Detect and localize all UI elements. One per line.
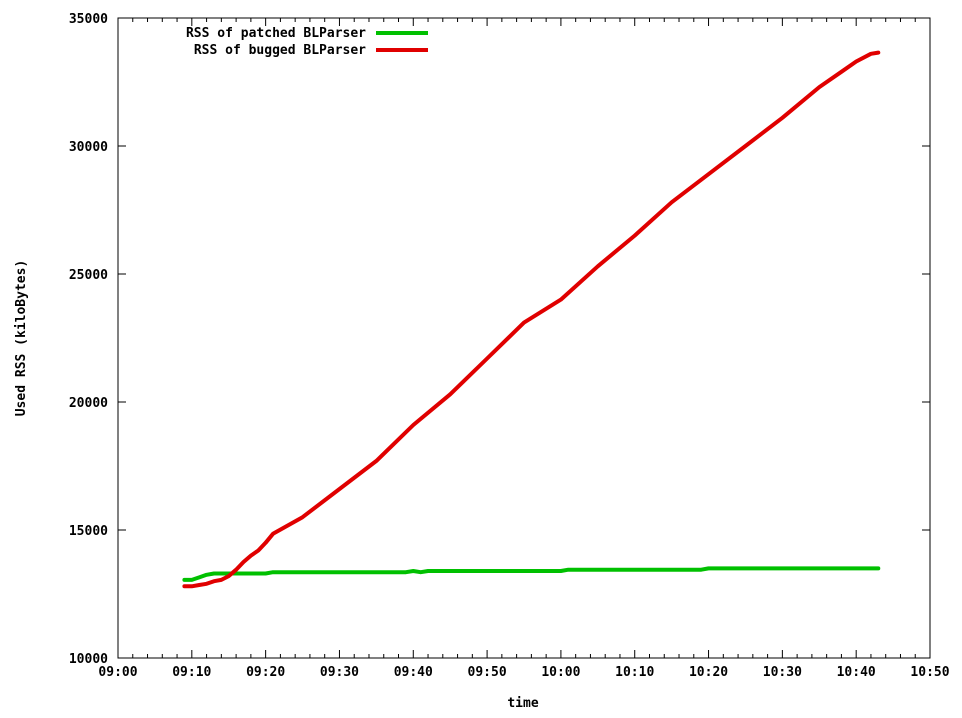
series-line (182, 50, 881, 589)
x-tick-label: 10:10 (615, 665, 654, 680)
y-axis-title: Used RSS (kiloBytes) (14, 260, 29, 417)
x-tick-label: 09:00 (98, 665, 137, 680)
legend: RSS of patched BLParser RSS of bugged BLP… (186, 26, 428, 58)
x-tick-label: 10:50 (910, 665, 949, 680)
x-axis-title: time (507, 696, 538, 711)
y-tick-label: 35000 (69, 12, 108, 27)
plot-frame (117, 17, 931, 659)
y-tick-label: 20000 (69, 396, 108, 411)
y-tick-label: 25000 (69, 268, 108, 283)
x-tick-label: 10:00 (541, 665, 580, 680)
x-tick-label: 09:20 (246, 665, 285, 680)
x-tick-label: 09:50 (468, 665, 507, 680)
x-tick-label: 10:40 (837, 665, 876, 680)
x-tick-label: 10:30 (763, 665, 802, 680)
legend-label: RSS of patched BLParser (186, 26, 366, 41)
legend-label: RSS of bugged BLParser (194, 43, 366, 58)
x-tick-label: 09:30 (320, 665, 359, 680)
x-tick-label: 09:40 (394, 665, 433, 680)
x-tick-label: 10:20 (689, 665, 728, 680)
axes: 09:00 09:10 09:20 09:30 09:40 09:50 10:00 10:10… (69, 12, 950, 680)
series-line (182, 566, 881, 582)
series-lines (182, 50, 881, 589)
y-tick-label: 30000 (69, 140, 108, 155)
x-tick-label: 09:10 (172, 665, 211, 680)
y-tick-label: 10000 (69, 652, 108, 667)
y-tick-label: 15000 (69, 524, 108, 539)
